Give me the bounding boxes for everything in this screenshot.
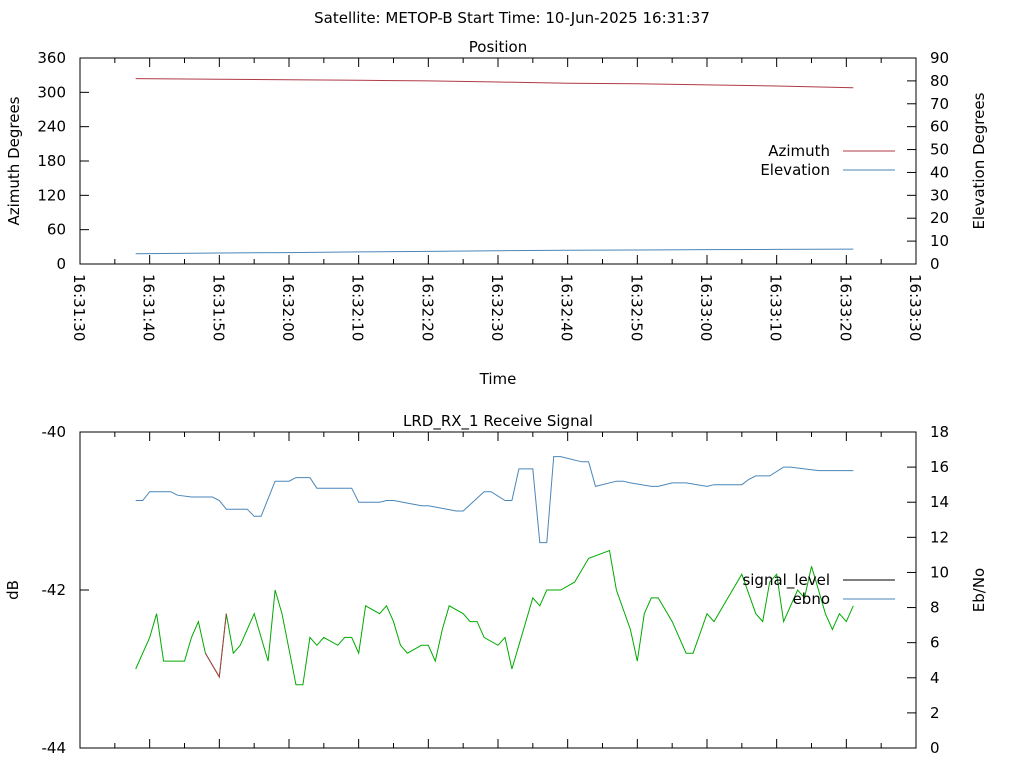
x-tick-label: 16:32:20 <box>418 274 436 341</box>
position-panel: Position 16:31:30 16:31:40 16:31:50 16:32:00… <box>5 38 988 388</box>
y-tick-label: -42 <box>42 581 67 599</box>
y2-tick-label: 18 <box>930 423 949 441</box>
legend-label: Azimuth <box>768 142 830 160</box>
legend-label: signal_level <box>742 571 830 590</box>
y-tick-label: 240 <box>37 118 66 136</box>
y-tick-label: -40 <box>42 423 67 441</box>
y-tick-label: -44 <box>42 739 67 757</box>
y2-tick-label: 50 <box>930 141 949 159</box>
y2-tick-label: 10 <box>930 563 949 581</box>
y2-tick-label: 4 <box>930 669 940 687</box>
y2-tick-label: 12 <box>930 528 949 546</box>
y-tick-label: 60 <box>47 221 66 239</box>
unlabeled-series-line <box>135 549 854 686</box>
legend-label: Elevation <box>760 161 830 179</box>
plot-frame <box>79 431 917 749</box>
y-axis-label: Azimuth Degrees <box>5 96 23 225</box>
plot-title: LRD_RX_1 Receive Signal <box>403 412 593 431</box>
y2-tick-label: 0 <box>930 255 940 273</box>
y2-tick-label: 40 <box>930 163 949 181</box>
x-tick-label: 16:31:40 <box>140 274 158 341</box>
x-tick-label: 16:33:20 <box>836 274 854 341</box>
x-tick-label: 16:33:10 <box>767 274 785 341</box>
x-tick-label: 16:31:50 <box>209 274 227 341</box>
x-tick-label: 16:31:30 <box>70 274 88 341</box>
y2-tick-label: 6 <box>930 634 940 652</box>
x-tick-label: 16:33:30 <box>906 274 924 341</box>
y2-axis-label: Elevation Degrees <box>970 92 988 229</box>
x-tick-label: 16:32:40 <box>558 274 576 341</box>
y2-axis-label: Eb/No <box>970 568 988 612</box>
legend-label: ebno <box>793 590 830 608</box>
y-tick-label: 120 <box>37 186 66 204</box>
receive-signal-panel: LRD_RX_1 Receive Signal -44 -42 -40 0 2 4 6 8 10 1… <box>4 412 988 757</box>
x-tick-label: 16:32:50 <box>627 274 645 341</box>
x-tick-label: 16:32:30 <box>488 274 506 341</box>
y2-tick-label: 30 <box>930 186 949 204</box>
plot-title: Position <box>469 38 527 56</box>
y2-tick-label: 20 <box>930 209 949 227</box>
y-axis-label: dB <box>4 580 22 600</box>
y2-tick-label: 90 <box>930 49 949 67</box>
y-tick-label: 180 <box>37 152 66 170</box>
y2-tick-label: 70 <box>930 95 949 113</box>
Elevation-series-line <box>135 248 854 255</box>
Azimuth-series-line <box>135 78 854 89</box>
y2-tick-label: 16 <box>930 458 949 476</box>
y2-tick-label: 10 <box>930 232 949 250</box>
y2-tick-label: 0 <box>930 739 940 757</box>
y2-tick-label: 80 <box>930 72 949 90</box>
y2-tick-label: 8 <box>930 599 940 617</box>
chart-main-title: Satellite: METOP-B Start Time: 10-Jun-20… <box>314 9 710 27</box>
y2-tick-label: 60 <box>930 118 949 136</box>
x-tick-label: 16:33:00 <box>697 274 715 341</box>
y-tick-label: 300 <box>37 83 66 101</box>
ebno-series-line <box>135 456 854 544</box>
highlighted-segment <box>204 613 227 679</box>
y2-tick-label: 14 <box>930 493 949 511</box>
y-tick-label: 360 <box>37 49 66 67</box>
x-axis-label: Time <box>479 370 517 388</box>
x-tick-label: 16:32:00 <box>279 274 297 341</box>
y-tick-label: 0 <box>56 255 66 273</box>
y2-tick-label: 2 <box>930 704 940 722</box>
x-tick-label: 16:32:10 <box>349 274 367 341</box>
